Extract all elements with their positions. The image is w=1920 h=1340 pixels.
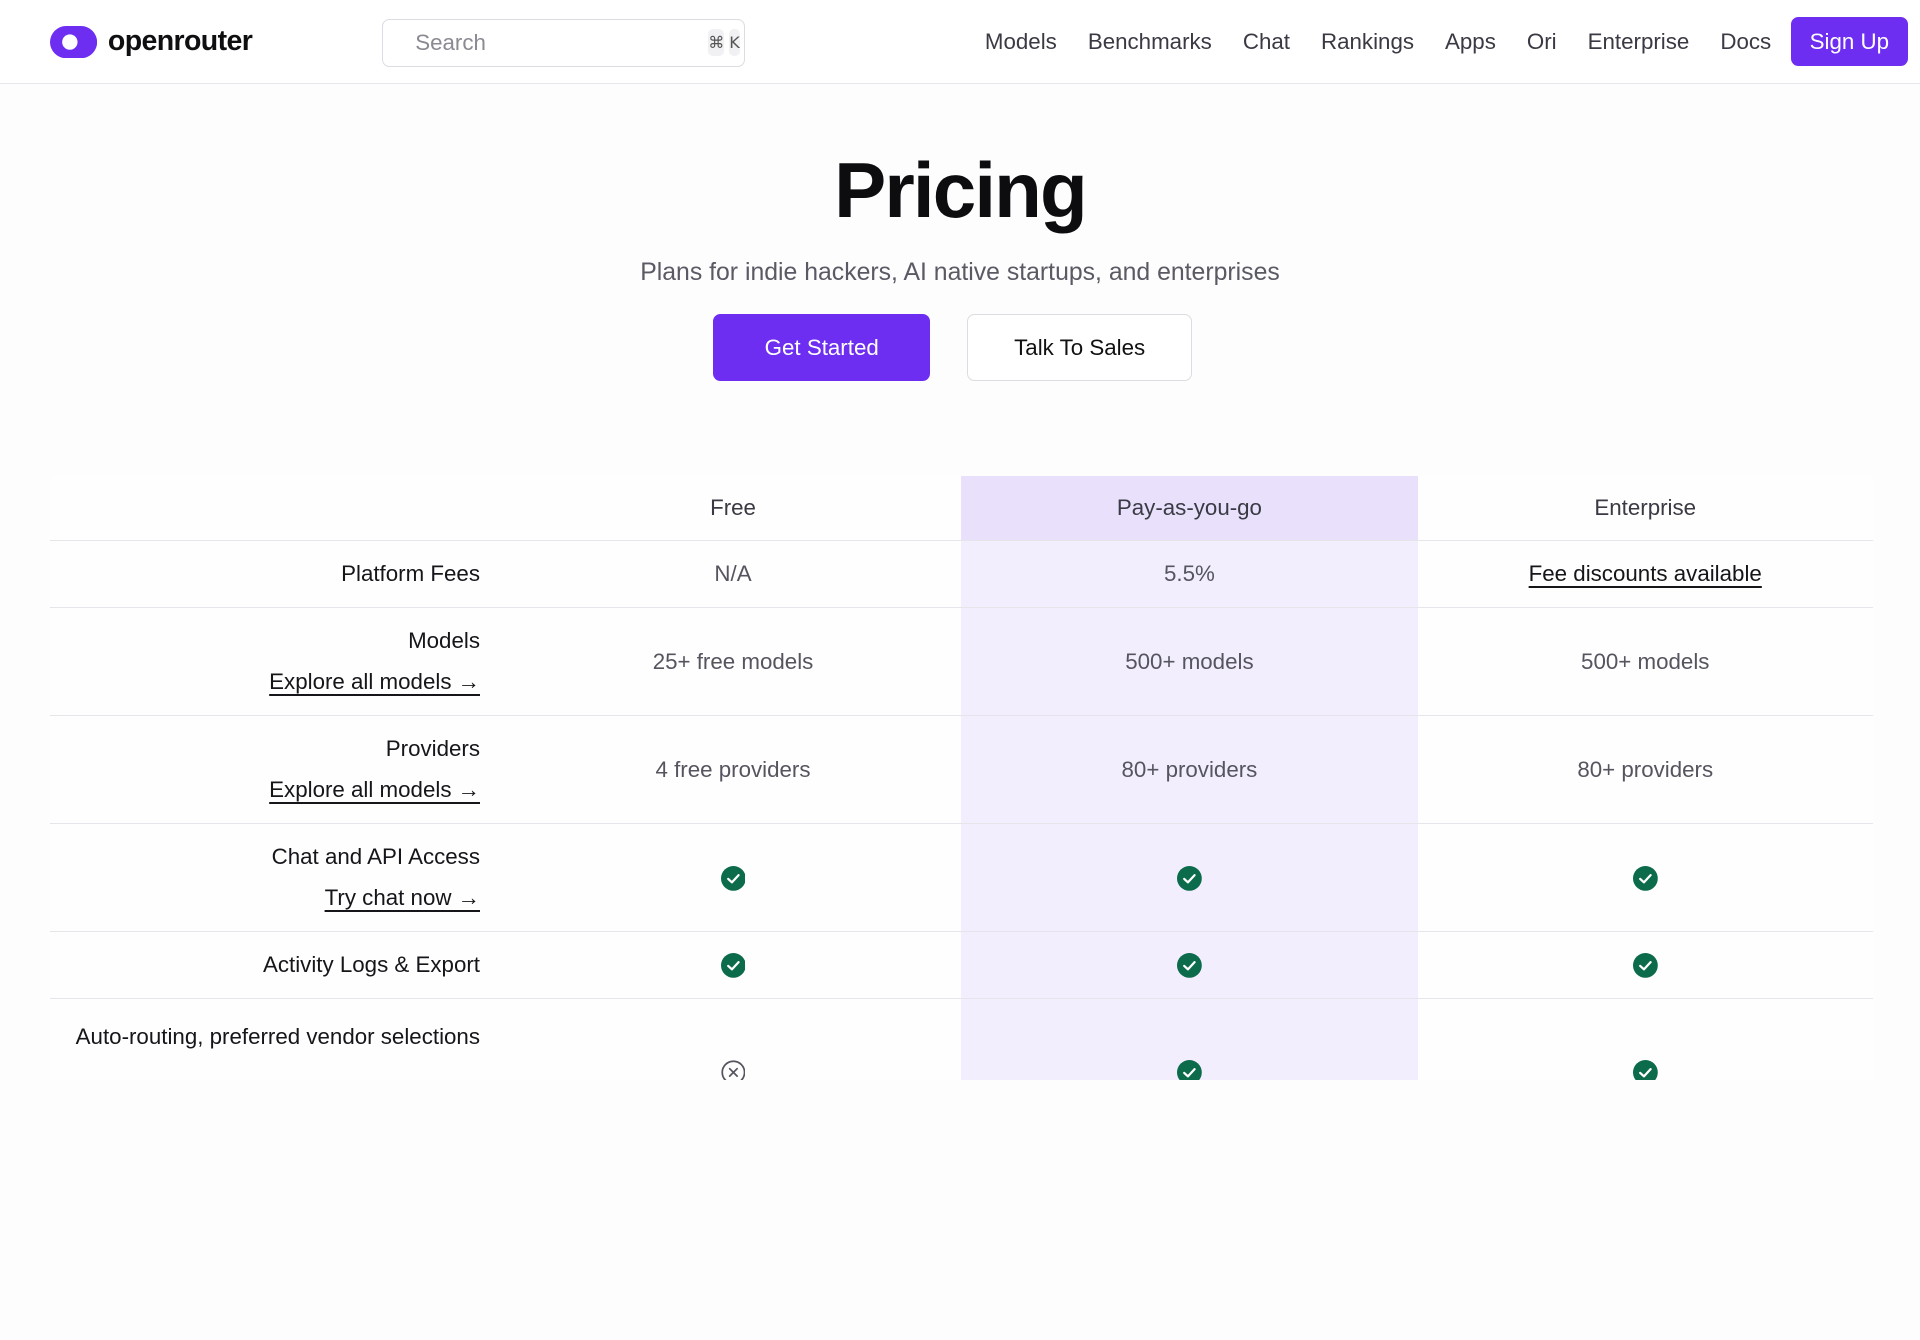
cell-free	[504, 998, 962, 1081]
cell-enterprise: 80+ providers	[1417, 715, 1873, 824]
cell-enterprise	[1417, 998, 1873, 1081]
row-label-text: Auto-routing, preferred vendor selection…	[75, 1023, 480, 1049]
logo[interactable]: openrouter	[49, 25, 253, 58]
row-label: Chat and API Access Try chat now →	[49, 823, 505, 932]
fee-discounts-link[interactable]: Fee discounts available	[1528, 561, 1762, 587]
shortcut-cmd-key: ⌘	[708, 29, 725, 57]
check-icon	[1632, 865, 1658, 891]
nav-link-enterprise[interactable]: Enterprise	[1587, 28, 1690, 54]
nav-link-models[interactable]: Models	[984, 28, 1057, 54]
cell-free: 25+ free models	[504, 607, 962, 717]
shortcut-k-key: K	[729, 29, 740, 57]
nav-link-benchmarks[interactable]: Benchmarks	[1087, 28, 1212, 54]
nav-link-apps[interactable]: Apps	[1445, 28, 1496, 54]
openrouter-logo-icon	[49, 25, 97, 58]
row-label-text: Platform Fees	[341, 561, 480, 587]
nav-link-chat[interactable]: Chat	[1242, 28, 1290, 54]
table-row: Chat and API Access Try chat now →	[49, 823, 1873, 932]
row-label-text: Activity Logs & Export	[262, 951, 480, 977]
page-subtitle: Plans for indie hackers, AI native start…	[640, 259, 1280, 287]
cell-free: 4 free providers	[504, 715, 962, 824]
table-row: Providers Explore all models → 4 free pr…	[49, 715, 1873, 824]
check-icon	[1632, 953, 1658, 979]
row-label: Activity Logs & Export	[49, 931, 505, 999]
search-input[interactable]	[415, 29, 704, 56]
check-icon	[1177, 953, 1202, 979]
cell-enterprise	[1417, 823, 1873, 932]
cell-enterprise: 500+ models	[1417, 607, 1873, 717]
cell-free: N/A	[504, 540, 962, 609]
table-row: Models Explore all models → 25+ free mod…	[49, 607, 1873, 717]
cell-pay-as-you-go	[961, 823, 1418, 932]
column-header-enterprise: Enterprise	[1417, 476, 1873, 542]
explore-providers-link[interactable]: Explore all models →	[269, 776, 480, 802]
row-label-text: Models	[408, 628, 480, 654]
check-icon	[1177, 1060, 1202, 1081]
check-icon	[1632, 1060, 1658, 1081]
cell-pay-as-you-go: 5.5%	[961, 540, 1418, 609]
cell-pay-as-you-go	[961, 931, 1418, 999]
row-label: Providers Explore all models →	[49, 715, 505, 824]
x-circle-icon	[720, 1060, 746, 1081]
cell-pay-as-you-go: 80+ providers	[961, 715, 1418, 824]
check-icon	[720, 953, 746, 979]
check-icon	[1177, 865, 1202, 891]
column-header-free: Free	[504, 476, 962, 542]
check-icon	[720, 865, 746, 891]
pricing-page: openrouter ⌘ K Models Benchmarks Chat Ra…	[0, 0, 1920, 1081]
try-chat-link[interactable]: Try chat now →	[324, 884, 480, 910]
top-nav: openrouter ⌘ K Models Benchmarks Chat Ra…	[0, 0, 1920, 85]
cell-free	[504, 931, 962, 999]
brand-name: openrouter	[107, 25, 253, 58]
header-empty	[49, 476, 505, 542]
cell-pay-as-you-go	[961, 998, 1418, 1081]
talk-to-sales-button[interactable]: Talk To Sales	[967, 314, 1192, 382]
search-box[interactable]: ⌘ K	[382, 18, 746, 67]
table-row: Platform Fees N/A 5.5% Fee discounts ava…	[49, 540, 1873, 609]
cell-pay-as-you-go: 500+ models	[961, 607, 1418, 717]
row-label: Platform Fees	[49, 540, 505, 609]
nav-link-ori[interactable]: Ori	[1526, 28, 1557, 54]
nav-links: Models Benchmarks Chat Rankings Apps Ori…	[984, 17, 1908, 66]
table-header-row: Free Pay-as-you-go Enterprise	[49, 476, 1873, 542]
row-label: Models Explore all models →	[49, 607, 505, 717]
pricing-table: Free Pay-as-you-go Enterprise Platform F…	[49, 476, 1873, 1081]
table-row: Activity Logs & Export	[49, 931, 1873, 999]
row-label-text: Providers	[385, 736, 480, 762]
cell-free	[504, 823, 962, 932]
get-started-button[interactable]: Get Started	[713, 314, 931, 382]
row-label-text: Chat and API Access	[271, 844, 480, 869]
explore-models-link[interactable]: Explore all models →	[269, 669, 480, 695]
row-label: Auto-routing, preferred vendor selection…	[49, 998, 505, 1081]
cta-row: Get Started Talk To Sales	[0, 314, 1920, 382]
sign-up-button[interactable]: Sign Up	[1791, 17, 1908, 66]
nav-link-rankings[interactable]: Rankings	[1320, 28, 1415, 54]
hero: Pricing Plans for indie hackers, AI nati…	[0, 84, 1920, 382]
nav-link-docs[interactable]: Docs	[1720, 28, 1772, 54]
page-title: Pricing	[834, 146, 1088, 235]
cell-enterprise	[1417, 931, 1873, 999]
table-row: Auto-routing, preferred vendor selection…	[49, 998, 1873, 1081]
column-header-pay-as-you-go: Pay-as-you-go	[961, 476, 1418, 542]
cell-enterprise: Fee discounts available	[1417, 540, 1873, 609]
